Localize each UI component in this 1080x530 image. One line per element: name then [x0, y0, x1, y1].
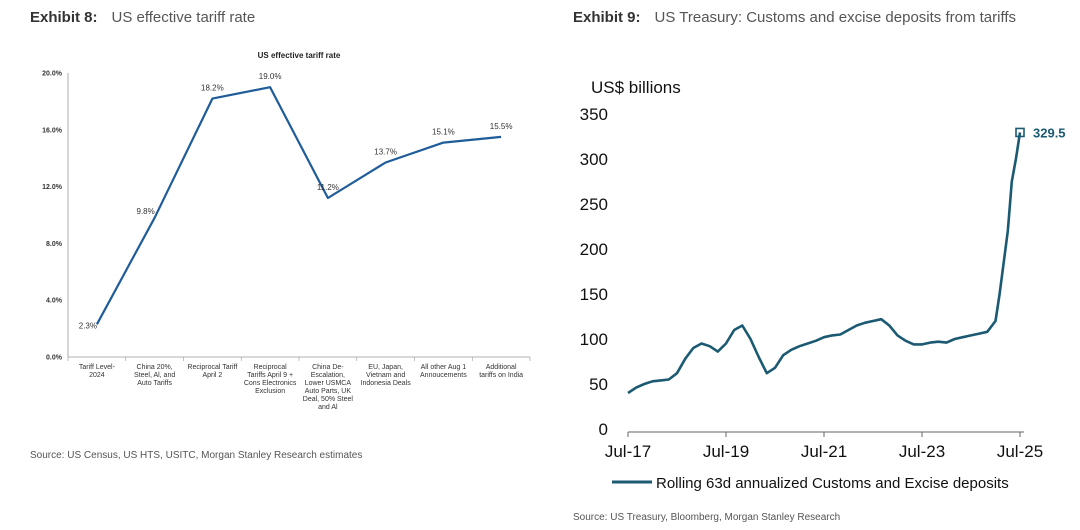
exhibit-9-heading: US Treasury: Customs and excise deposits… — [654, 9, 1017, 26]
y-axis-unit-label: US$ billions — [591, 78, 681, 97]
category-label-line: Steel, Al, and — [134, 372, 175, 379]
end-value-label: 329.5 — [1033, 125, 1066, 140]
y-tick-label: 150 — [580, 285, 608, 304]
exhibit-8-label: Exhibit 8: — [30, 9, 98, 26]
exhibit-9-source: Source: US Treasury, Bloomberg, Morgan S… — [573, 512, 841, 523]
category-label: Reciprocal Tariff April 2 — [187, 364, 237, 379]
data-label: 9.8% — [137, 207, 155, 216]
legend-label: Rolling 63d annualized Customs and Excis… — [656, 475, 1009, 492]
y-tick-label: 250 — [580, 195, 608, 214]
x-tick-label: Jul-23 — [899, 442, 945, 461]
category-label-line: Reciprocal Tariff — [187, 364, 237, 371]
y-tick-label: 20.0% — [42, 71, 63, 78]
data-label: 15.5% — [490, 122, 513, 131]
category-label-line: Annoucements — [420, 372, 467, 379]
category-label-line: Indonesia Deals — [361, 380, 412, 387]
category-label-line: All other Aug 1 — [421, 364, 467, 371]
category-label: Reciprocal Tariffs April 9 + Cons Electron… — [244, 364, 297, 395]
category-label: China 20%, Steel, Al, and Auto Tariffs — [134, 364, 175, 387]
category-label: All other Aug 1 Annoucements — [420, 364, 467, 379]
customs-deposits-line — [627, 132, 1022, 395]
category-label-line: Lower USMCA — [305, 380, 352, 387]
x-tick-label: Jul-19 — [703, 442, 749, 461]
y-tick-label: 350 — [580, 105, 608, 124]
data-label: 15.1% — [432, 128, 455, 137]
y-tick-label: 0 — [599, 420, 608, 439]
data-label: 11.2% — [317, 183, 339, 192]
category-label-line: April 2 — [202, 372, 222, 379]
category-label-line: Deal, 50% Steel — [303, 396, 354, 403]
customs-deposits-chart: US$ billions 0 50 100 150 200 250 300 350 Jul-17 J… — [580, 78, 1066, 492]
category-label-line: Additional — [486, 364, 517, 371]
category-label-line: Tariff Level- — [79, 364, 116, 371]
category-label-line: Vietnam and — [366, 372, 405, 379]
exhibit-8-title: Exhibit 8: US effective tariff rate — [30, 4, 530, 31]
x-tick-label: Jul-17 — [605, 442, 651, 461]
data-label: 2.3% — [79, 321, 97, 330]
category-label-line: EU, Japan, — [368, 364, 403, 371]
data-label: 13.7% — [374, 147, 397, 156]
category-label: Additional tariffs on India — [479, 364, 523, 379]
data-label: 19.0% — [259, 72, 282, 81]
exhibit-8-heading: US effective tariff rate — [111, 9, 256, 26]
data-label: 18.2% — [201, 84, 224, 93]
x-tick-label: Jul-25 — [997, 442, 1043, 461]
category-label-line: China 20%, — [137, 364, 173, 371]
exhibit-9-title: Exhibit 9: US Treasury: Customs and excis… — [573, 4, 1053, 31]
end-point-marker — [1015, 127, 1025, 138]
y-tick-label: 0.0% — [46, 355, 63, 362]
category-label-line: Reciprocal — [254, 364, 288, 371]
category-label-line: China De- — [312, 364, 344, 371]
x-tick-label: Jul-21 — [801, 442, 847, 461]
category-label-line: Auto Parts, UK — [305, 388, 352, 395]
category-label-line: tariffs on India — [479, 372, 523, 379]
tariff-rate-chart: US effective tariff rate 0.0% 4.0% 8.0% 12.0… — [42, 51, 531, 411]
y-tick-label: 8.0% — [46, 241, 63, 248]
y-tick-label: 12.0% — [42, 184, 63, 191]
exhibit-9-label: Exhibit 9: — [573, 9, 641, 26]
category-label: China De-Escalation, Lower USMCA Auto Part… — [303, 364, 354, 411]
y-tick-label: 4.0% — [46, 298, 63, 305]
y-tick-label: 50 — [589, 375, 608, 394]
category-label-line: Auto Tariffs — [137, 380, 172, 387]
category-label-line: and Al — [318, 404, 338, 411]
category-label: Tariff Level-2024 — [79, 364, 116, 379]
tariff-rate-line — [95, 86, 502, 325]
category-label-line: 2024 — [89, 372, 105, 379]
y-tick-label: 16.0% — [42, 127, 63, 134]
y-tick-label: 100 — [580, 330, 608, 349]
y-tick-label: 300 — [580, 150, 608, 169]
category-label-line: Escalation, — [311, 372, 345, 379]
category-label-line: Cons Electronics — [244, 380, 297, 387]
category-label-line: Tariffs April 9 + — [247, 372, 293, 379]
chart-title: US effective tariff rate — [258, 51, 341, 60]
category-label-line: Exclusion — [255, 388, 285, 395]
y-tick-label: 200 — [580, 240, 608, 259]
exhibit-8-source: Source: US Census, US HTS, USITC, Morgan… — [30, 450, 363, 461]
category-label: EU, Japan, Vietnam and Indonesia Deals — [361, 364, 412, 387]
